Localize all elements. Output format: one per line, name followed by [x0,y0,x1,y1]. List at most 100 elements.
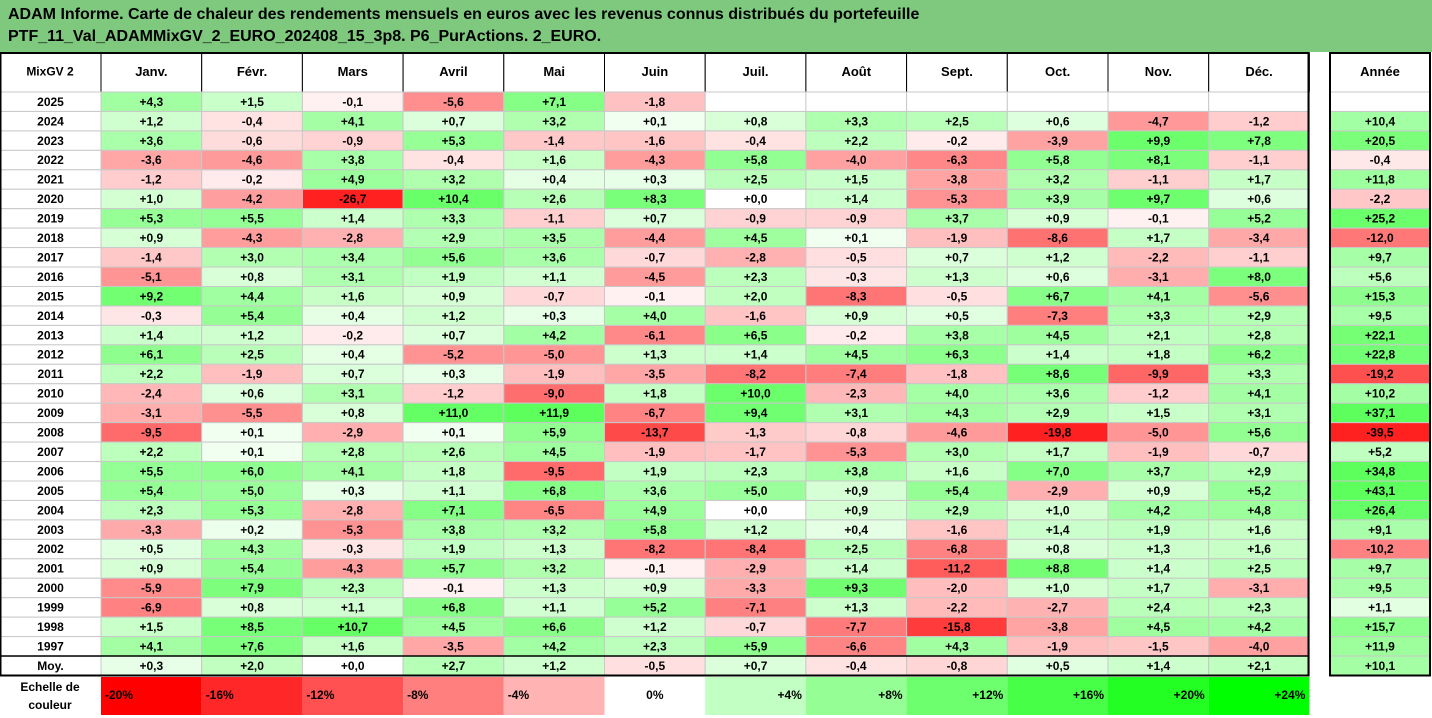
scale-swatch [1208,677,1310,715]
cell-value: +4,0 [643,309,667,323]
cell-value: -1,6 [947,523,968,537]
cell-value: +0,8 [341,406,365,420]
cell-value: -8,4 [745,542,766,556]
cell-value: +1,0 [1046,581,1070,595]
scale-swatch [302,677,404,715]
year-label: 2011 [37,367,63,381]
cell-value: -2,4 [141,387,162,401]
cell-value: +3,4 [341,250,365,264]
cell-value: -4,2 [242,192,263,206]
cell-value: +6,8 [542,484,566,498]
cell-value: -1,9 [1148,445,1169,459]
cell-value: +3,2 [542,523,566,537]
year-label: 2002 [37,542,64,556]
cell-value: +2,2 [844,134,868,148]
cell-value: -0,6 [242,134,263,148]
cell-value: -0,1 [645,289,666,303]
cell-value: -3,8 [1047,620,1068,634]
cell-value: +9,9 [1146,134,1170,148]
annual-value: +25,2 [1365,212,1396,226]
year-label: 2023 [37,134,64,148]
average-label: Moy. [37,659,63,673]
cell-value: +5,0 [744,484,768,498]
cell-value: -4,6 [242,153,263,167]
annual-value: +20,5 [1365,134,1396,148]
cell-value: -5,0 [1148,426,1169,440]
cell-value: +0,4 [844,523,868,537]
cell-value: +0,2 [240,523,264,537]
cell-value: +6,3 [945,348,969,362]
cell-value: +1,1 [442,484,466,498]
cell-value: -3,8 [947,173,968,187]
cell-value: +9,2 [139,289,163,303]
cell-value: +0,8 [744,114,768,128]
average-value: +0,3 [139,659,163,673]
cell-value: +5,3 [240,503,264,517]
cell-value: +3,6 [139,134,163,148]
annual-value: +26,4 [1365,503,1396,517]
cell-value: +0,9 [844,309,868,323]
annual-value: +9,5 [1368,309,1392,323]
scale-label: +16% [1073,688,1104,702]
year-label: 2021 [37,173,64,187]
cell-value: +2,4 [1146,601,1170,615]
cell-value: +5,9 [744,639,768,653]
cell-value: +1,5 [240,95,264,109]
year-label: 2020 [37,192,64,206]
cell-value: +5,2 [1247,484,1271,498]
cell-value: +3,3 [1146,309,1170,323]
cell-value: +3,9 [1046,192,1070,206]
page-title: ADAM Informe. Carte de chaleur des rende… [0,0,1432,52]
cell-value: +1,3 [1146,542,1170,556]
cell-value: -3,6 [141,153,162,167]
year-label: 2022 [37,153,64,167]
cell-value: -9,5 [544,464,565,478]
annual-value: +9,5 [1368,581,1392,595]
cell-value: +2,0 [744,289,768,303]
cell-value: +4,9 [643,503,667,517]
cell-value: +2,2 [139,445,163,459]
year-label: 2000 [37,581,64,595]
cell-value: +2,5 [844,542,868,556]
year-label: 2025 [37,95,64,109]
cell-value: -3,3 [745,581,766,595]
cell-value: +3,0 [240,250,264,264]
cell-value: -6,1 [645,328,666,342]
cell-value: +0,9 [139,231,163,245]
cell-value: +3,2 [442,173,466,187]
annual-value: +22,8 [1365,348,1396,362]
cell-value: +10,7 [338,620,369,634]
month-header-cell [402,52,505,93]
annual-value: +10,2 [1365,387,1396,401]
grid-border [0,52,1310,677]
cell-value: +4,3 [139,95,163,109]
annual-border [1329,52,1431,677]
cell-value: -8,2 [645,542,666,556]
cell-value: -19,8 [1044,426,1072,440]
cell-value: -0,1 [1148,212,1169,226]
month-header: Avril [439,64,467,79]
month-header: Juin [641,64,668,79]
month-header: Août [841,64,871,79]
cell-value: -2,7 [1047,601,1068,615]
cell-value: +0,7 [442,328,466,342]
month-header: Févr. [237,64,267,79]
month-header: Mars [338,64,368,79]
cell-value: +11,0 [439,406,469,420]
annual-header: Année [1360,64,1400,79]
annual-value: +15,7 [1365,620,1396,634]
cell-value: +8,1 [1146,153,1170,167]
cell-value: +4,5 [442,620,466,634]
cell-value: -5,3 [342,523,363,537]
annual-value: +22,1 [1365,328,1396,342]
cell-value: +4,1 [1247,387,1271,401]
cell-value: -3,5 [645,367,666,381]
cell-value: -9,0 [544,387,565,401]
cell-value: +5,9 [542,426,566,440]
year-label: 2001 [37,562,64,576]
annual-cell [1329,91,1431,112]
cell-value: +4,0 [945,387,969,401]
cell-value: +2,3 [744,270,768,284]
cell-value: +1,7 [1146,581,1170,595]
cell-value: -1,1 [1249,153,1270,167]
